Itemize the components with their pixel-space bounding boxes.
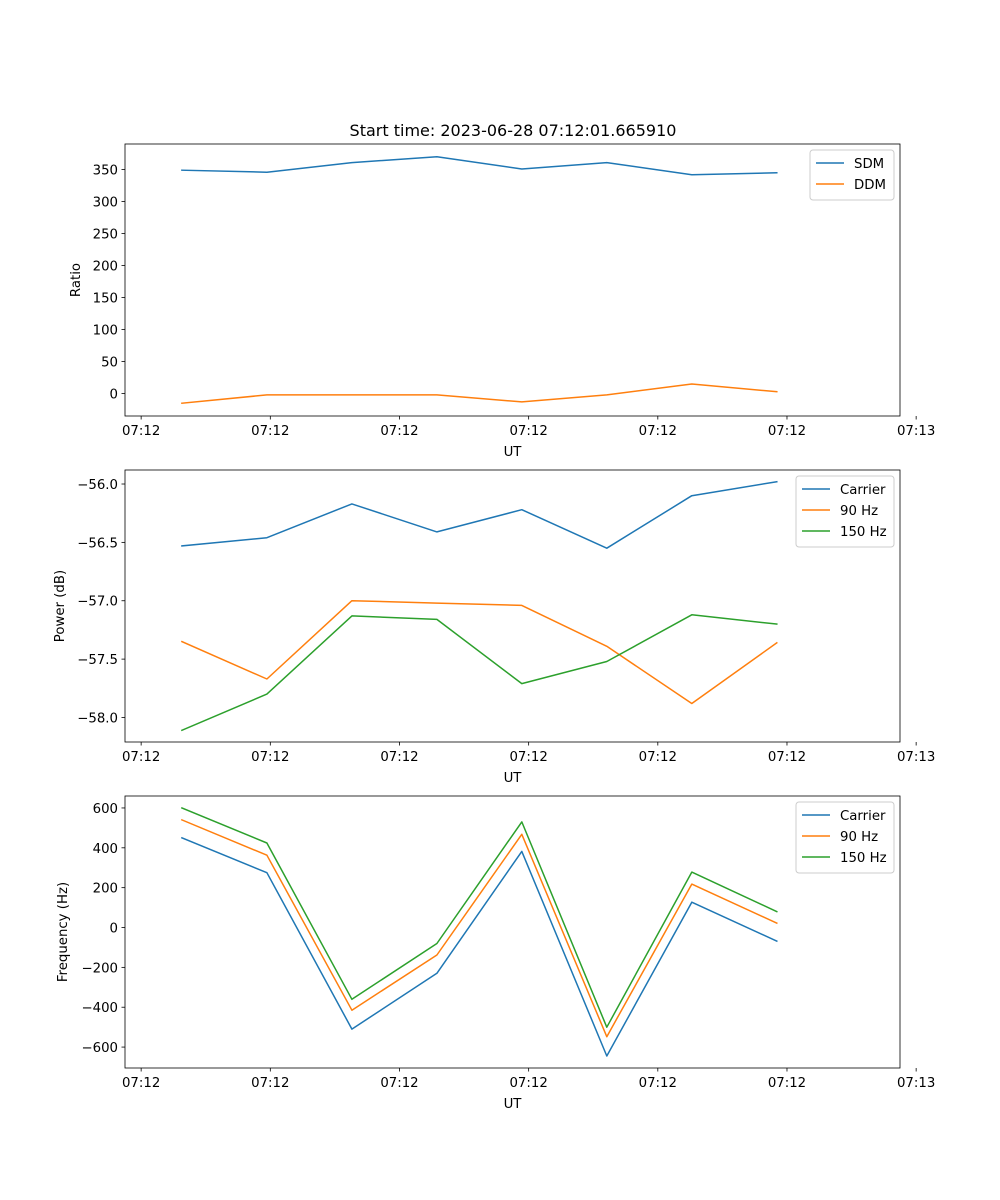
power-y-tick-label: −58.0 xyxy=(77,711,118,726)
power-axes-frame xyxy=(124,469,901,743)
power-legend-label: Carrier xyxy=(840,483,886,498)
frequency-x-tick-label: 07:12 xyxy=(509,1076,547,1091)
chart-title: Start time: 2023-06-28 07:12:01.665910 xyxy=(350,121,677,140)
power-x-axis-label: UT xyxy=(504,771,523,786)
frequency-y-tick-label: −600 xyxy=(81,1041,118,1056)
frequency-legend: Carrier 90 Hz 150 Hz xyxy=(795,801,895,874)
ratio-x-tick-label: 07:12 xyxy=(251,424,289,439)
ratio-series-line-ddm xyxy=(181,383,778,405)
frequency-legend-label: 150 Hz xyxy=(840,851,887,866)
frequency-panel: 07:12 07:12 07:12 07:12 07:12 07:12 07:13 −600 −… xyxy=(56,795,935,1112)
frequency-y-tick-label: 400 xyxy=(93,842,118,857)
frequency-y-tick-label: 0 xyxy=(110,922,118,937)
frequency-series-line-carrier xyxy=(180,836,778,1057)
frequency-y-tick-label: 600 xyxy=(93,802,118,817)
ratio-x-tick-label: 07:12 xyxy=(509,424,547,439)
ratio-y-tick-label: 0 xyxy=(110,388,118,403)
ratio-legend-label: DDM xyxy=(854,178,886,193)
power-legend-label: 150 Hz xyxy=(840,525,887,540)
frequency-y-tick-label: −200 xyxy=(81,961,118,976)
ratio-legend: SDM DDM xyxy=(809,149,895,201)
ratio-panel: 07:12 07:12 07:12 07:12 07:12 07:12 07:13 0 50 10… xyxy=(69,143,935,460)
power-x-tick-label: 07:12 xyxy=(768,750,806,765)
ratio-x-tick-label: 07:12 xyxy=(768,424,806,439)
frequency-x-tick-label: 07:12 xyxy=(768,1076,806,1091)
power-x-tick-label: 07:12 xyxy=(122,750,160,765)
power-legend: Carrier 90 Hz 150 Hz xyxy=(795,475,895,548)
power-y-tick-label: −57.0 xyxy=(77,595,118,610)
frequency-y-tick-label: −400 xyxy=(81,1001,118,1016)
ratio-x-tick-label: 07:12 xyxy=(639,424,677,439)
power-x-tick-label: 07:12 xyxy=(639,750,677,765)
ratio-x-axis-label: UT xyxy=(504,445,523,460)
ratio-legend-label: SDM xyxy=(854,157,884,172)
power-y-tick-label: −56.5 xyxy=(77,536,118,551)
power-y-tick-label: −57.5 xyxy=(77,653,118,668)
power-y-tick-label: −56.0 xyxy=(77,478,118,493)
frequency-x-tick-label: 07:12 xyxy=(122,1076,160,1091)
ratio-x-tick-label: 07:12 xyxy=(380,424,418,439)
frequency-x-tick-label: 07:12 xyxy=(380,1076,418,1091)
frequency-x-tick-label: 07:12 xyxy=(639,1076,677,1091)
ratio-y-axis-label: Ratio xyxy=(69,263,84,297)
ratio-y-tick-label: 150 xyxy=(93,292,118,307)
power-x-tick-label: 07:13 xyxy=(897,750,935,765)
power-x-tick-label: 07:12 xyxy=(380,750,418,765)
frequency-series-line-150-hz xyxy=(180,807,778,1028)
frequency-x-axis-label: UT xyxy=(504,1097,523,1112)
power-x-tick-label: 07:12 xyxy=(509,750,547,765)
ratio-axes-frame xyxy=(124,143,901,417)
ratio-x-tick-label: 07:12 xyxy=(122,424,160,439)
ratio-y-tick-label: 350 xyxy=(93,164,118,179)
power-y-axis-label: Power (dB) xyxy=(53,570,68,642)
power-series-line-150-hz xyxy=(180,614,778,732)
ratio-y-tick-label: 250 xyxy=(93,228,118,243)
power-panel: 07:12 07:12 07:12 07:12 07:12 07:12 07:13 −58.0… xyxy=(53,469,935,786)
frequency-series-line-90-hz xyxy=(180,818,778,1038)
power-legend-box xyxy=(795,475,895,548)
ratio-y-tick-label: 100 xyxy=(93,324,118,339)
ratio-y-tick-label: 200 xyxy=(93,260,118,275)
ratio-y-tick-label: 300 xyxy=(93,196,118,211)
power-series-line-carrier xyxy=(181,480,778,549)
frequency-axes-frame xyxy=(124,795,901,1069)
power-series-line-90-hz xyxy=(180,599,778,705)
power-legend-label: 90 Hz xyxy=(840,504,878,519)
frequency-x-tick-label: 07:13 xyxy=(897,1076,935,1091)
frequency-y-tick-label: 200 xyxy=(93,882,118,897)
frequency-legend-label: Carrier xyxy=(840,809,886,824)
frequency-legend-label: 90 Hz xyxy=(840,830,878,845)
power-x-tick-label: 07:12 xyxy=(251,750,289,765)
frequency-legend-box xyxy=(795,801,895,874)
ratio-series-line-sdm xyxy=(181,156,778,176)
frequency-y-axis-label: Frequency (Hz) xyxy=(56,882,71,982)
frequency-x-tick-label: 07:12 xyxy=(251,1076,289,1091)
ratio-y-tick-label: 50 xyxy=(101,356,118,371)
ratio-x-tick-label: 07:13 xyxy=(897,424,935,439)
